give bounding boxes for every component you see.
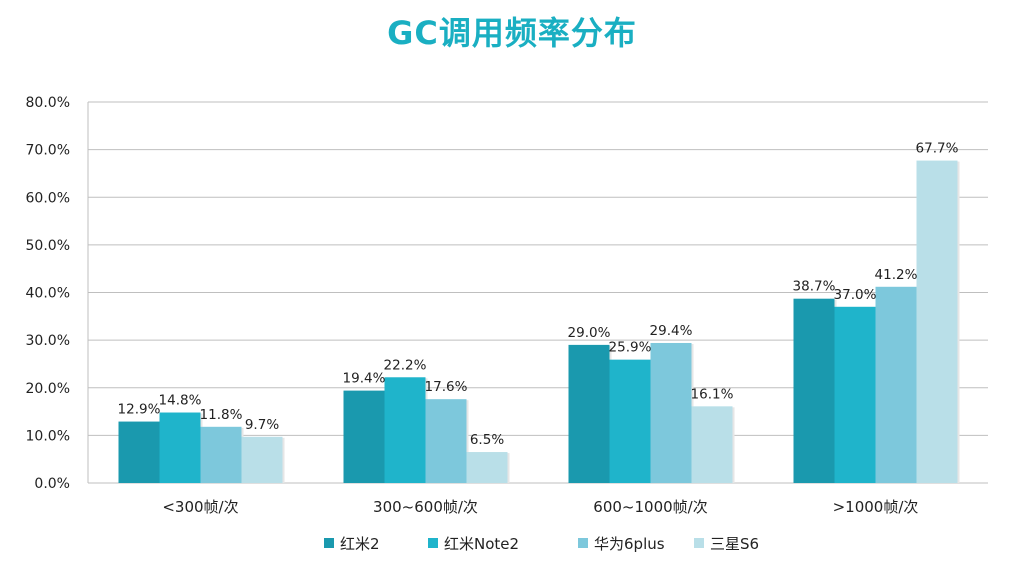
bar [568,344,610,483]
data-label: 12.9% [118,402,161,418]
bar [609,359,651,483]
data-label: 38.7% [793,279,836,295]
bar [875,286,917,483]
data-label: 11.8% [200,407,243,423]
y-tick-label: 0.0% [34,476,70,492]
bar [425,399,467,483]
bar [118,421,160,483]
legend-swatch [428,538,438,548]
bar [793,298,835,483]
bar [159,412,201,483]
data-label: 37.0% [834,287,877,303]
y-tick-label: 70.0% [26,143,70,159]
data-label: 17.6% [425,379,468,395]
bar [343,390,385,483]
y-tick-label: 40.0% [26,286,70,302]
data-label: 14.8% [159,393,202,409]
legend-label: 红米Note2 [444,535,519,553]
bar [650,342,692,483]
bar [384,377,426,483]
legend-swatch [578,538,588,548]
data-label: 19.4% [343,371,386,387]
data-label: 29.4% [650,323,693,339]
y-tick-label: 10.0% [26,428,70,444]
bar [691,406,733,483]
legend-label: 华为6plus [594,535,665,553]
y-tick-label: 20.0% [26,381,70,397]
data-label: 29.0% [568,325,611,341]
bar [241,436,283,483]
bar [834,306,876,483]
data-labels: 12.9%14.8%11.8%9.7% 19.4%22.2% 17.6% 6.5% 29… [118,141,959,448]
y-axis-ticks: 0.0% 10.0% 20.0% 30.0% 40.0% 50.0% 60.0% 70.0% 8… [26,95,70,492]
x-axis-ticks: <300帧/次 300~600帧/次 600~1000帧/次 >1000帧/次 [162,498,918,516]
chart-title: GC调用频率分布 [387,14,637,52]
legend: 红米2 红米Note2 华为6plus 三星S6 [324,535,759,553]
grid-lines [87,101,988,484]
bar [466,452,508,483]
x-tick-label: 300~600帧/次 [373,498,478,516]
legend-swatch [694,538,704,548]
x-tick-label: >1000帧/次 [833,498,919,516]
y-tick-label: 50.0% [26,238,70,254]
y-tick-label: 60.0% [26,190,70,206]
data-label: 67.7% [916,141,959,157]
x-tick-label: 600~1000帧/次 [593,498,707,516]
data-label: 25.9% [609,340,652,356]
y-tick-label: 30.0% [26,333,70,349]
legend-label: 红米2 [340,535,380,553]
data-label: 22.2% [384,357,427,373]
x-tick-label: <300帧/次 [162,498,238,516]
y-tick-label: 80.0% [26,95,70,111]
legend-label: 三星S6 [710,535,759,553]
bar [200,426,242,483]
bar [916,160,958,484]
data-label: 16.1% [691,386,734,402]
data-label: 9.7% [245,417,279,433]
legend-swatch [324,538,334,548]
bars [118,160,960,484]
data-label: 6.5% [470,432,504,448]
data-label: 41.2% [875,267,918,283]
